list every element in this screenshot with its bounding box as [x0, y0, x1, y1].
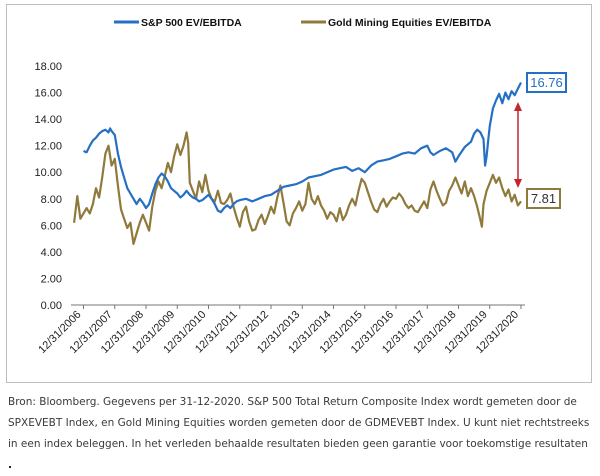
y-tick-label: 14.00 — [34, 114, 62, 126]
y-tick-label: 0.00 — [41, 300, 62, 312]
caption-line-2: SPXEVEBT Index, en Gold Mining Equities … — [8, 417, 590, 429]
caption-line-3-text: in een index beleggen. In het verleden b… — [8, 438, 588, 450]
caption-line-3: in een index beleggen. In het verleden b… — [8, 434, 594, 476]
chart-frame: S&P 500 EV/EBITDA Gold Mining Equities E… — [6, 4, 592, 383]
y-tick-label: 16.00 — [34, 88, 62, 100]
x-axis: 12/31/200612/31/200712/31/200812/31/2009… — [36, 304, 525, 356]
gap-arrow-head-up — [514, 102, 522, 111]
end-label-gold-value: 7.81 — [531, 191, 556, 206]
end-label-sp500-box — [526, 72, 567, 93]
series-line-gold-mining — [73, 131, 522, 245]
legend: S&P 500 EV/EBITDA Gold Mining Equities E… — [114, 17, 492, 29]
series-lines — [73, 82, 522, 245]
chart: S&P 500 EV/EBITDA Gold Mining Equities E… — [34, 17, 567, 356]
y-tick-label: 18.00 — [34, 61, 62, 73]
gap-arrow — [514, 102, 522, 188]
legend-label-gold: Gold Mining Equities EV/EBITDA — [328, 17, 492, 29]
end-label-gold: 7.81 — [526, 188, 561, 209]
end-label-sp500: 16.76 — [526, 72, 567, 93]
y-tick-label: 2.00 — [41, 273, 62, 285]
gap-arrow-head-down — [514, 179, 522, 188]
source-caption: Bron: Bloomberg. Gegevens per 31-12-2020… — [8, 392, 594, 476]
caption-line-1: Bron: Bloomberg. Gegevens per 31-12-2020… — [8, 396, 577, 408]
y-tick-label: 4.00 — [41, 247, 62, 259]
y-tick-label: 6.00 — [41, 220, 62, 232]
y-axis: 0.00 2.00 4.00 6.00 8.00 10.00 12.00 14.00 16.00… — [34, 61, 62, 312]
y-tick-label: 8.00 — [41, 194, 62, 206]
end-label-gold-box — [526, 188, 561, 209]
legend-label-sp500: S&P 500 EV/EBITDA — [141, 17, 242, 29]
y-tick-label: 12.00 — [34, 141, 62, 153]
y-tick-label: 10.00 — [34, 167, 62, 179]
end-label-sp500-value: 16.76 — [530, 75, 563, 90]
series-line-sp500 — [83, 82, 522, 214]
